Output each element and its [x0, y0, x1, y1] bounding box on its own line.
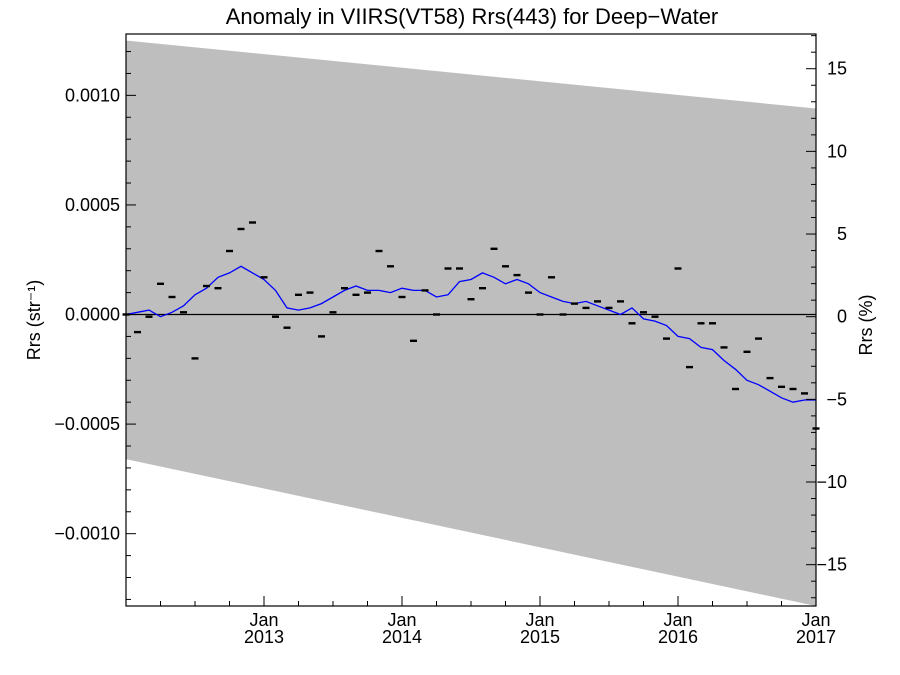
monthly-anomaly-layer	[122, 221, 820, 430]
anomaly-point	[387, 265, 394, 268]
uncertainty-band	[126, 40, 816, 607]
anomaly-point	[801, 392, 808, 395]
anomaly-point	[594, 300, 601, 303]
y-axis-title-right: Rrs (%)	[856, 295, 876, 356]
anomaly-point	[249, 221, 256, 224]
y-tick-label: 0.0000	[65, 305, 120, 325]
y2-tick-label: −15	[816, 555, 847, 575]
anomaly-point	[203, 284, 210, 288]
y-tick-label: −0.0010	[54, 524, 120, 544]
anomaly-point	[421, 289, 429, 292]
anomaly-point	[283, 326, 291, 329]
anomaly-point	[329, 311, 337, 314]
uncertainty-band-layer	[126, 40, 816, 607]
anomaly-point	[720, 346, 728, 349]
x-tick-year: 2013	[244, 627, 284, 647]
anomaly-point	[180, 311, 187, 314]
chart-title: Anomaly in VIIRS(VT58) Rrs(443) for Deep…	[226, 4, 719, 29]
anomaly-point	[628, 322, 636, 325]
anomaly-point	[513, 273, 521, 277]
x-tick-month: Jan	[663, 610, 692, 630]
anomaly-point	[467, 298, 475, 301]
anomaly-point	[732, 387, 739, 391]
anomaly-point	[674, 267, 682, 270]
anomaly-point	[214, 287, 222, 290]
anomaly-point	[456, 267, 463, 270]
axes-layer: 0.0010 0.0005 0.0000 −0.0005 −0.0010 15 10 5 0 −5…	[54, 33, 847, 647]
y2-tick-label: −10	[816, 472, 847, 492]
anomaly-point	[226, 249, 233, 253]
y-axis-title-left: Rrs (str⁻¹)	[24, 280, 44, 360]
anomaly-point	[766, 376, 774, 380]
running-mean-layer	[125, 265, 816, 403]
anomaly-point	[237, 227, 245, 231]
x-tick-month: Jan	[525, 610, 554, 630]
anomaly-point	[444, 267, 452, 270]
anomaly-point	[686, 365, 693, 369]
y-tick-label: 0.0010	[65, 85, 120, 105]
x-tick-year: 2014	[382, 627, 422, 647]
anomaly-point	[709, 322, 716, 325]
anomaly-point	[525, 291, 532, 294]
anomaly-point	[640, 311, 647, 314]
anomaly-point	[571, 302, 578, 305]
x-tick-month: Jan	[801, 610, 830, 630]
anomaly-point	[697, 322, 705, 325]
anomaly-point	[502, 265, 509, 268]
anomaly-point	[272, 315, 279, 318]
anomaly-point	[134, 330, 141, 334]
anomaly-point	[341, 287, 348, 290]
y2-tick-label: 0	[837, 307, 847, 327]
anomaly-point	[479, 287, 486, 290]
anomaly-point	[191, 357, 199, 360]
anomaly-point	[789, 387, 797, 391]
anomaly-point	[260, 276, 268, 279]
anomaly-point	[605, 306, 613, 310]
anomaly-point	[559, 313, 567, 316]
anomaly-point	[352, 293, 360, 296]
x-tick-month: Jan	[387, 610, 416, 630]
anomaly-point	[398, 295, 406, 299]
x-tick-year: 2017	[796, 627, 836, 647]
anomaly-point	[582, 306, 590, 310]
anomaly-point	[145, 315, 153, 318]
anomaly-point	[295, 293, 302, 296]
anomaly-point	[617, 300, 624, 303]
x-tick-month: Jan	[249, 610, 278, 630]
anomaly-point	[778, 385, 785, 388]
anomaly-point	[410, 339, 417, 342]
anomaly-point	[157, 282, 164, 285]
anomaly-point	[755, 337, 762, 340]
anomaly-point	[318, 335, 325, 338]
anomaly-point	[490, 247, 498, 250]
anomaly-point	[743, 350, 751, 353]
running-mean-line	[125, 265, 816, 403]
anomaly-point	[433, 313, 440, 316]
y-tick-label: −0.0005	[54, 414, 120, 434]
anomaly-point	[548, 276, 555, 279]
anomaly-point	[168, 295, 176, 299]
y2-tick-label: 5	[837, 224, 847, 244]
y-tick-label: 0.0005	[65, 195, 120, 215]
anomaly-point	[651, 315, 659, 318]
anomaly-point	[663, 337, 670, 340]
y2-tick-label: 15	[827, 59, 847, 79]
anomaly-point	[375, 249, 383, 253]
x-tick-year: 2015	[520, 627, 560, 647]
anomaly-point	[306, 291, 314, 294]
y2-tick-label: −5	[826, 389, 847, 409]
x-tick-year: 2016	[658, 627, 698, 647]
anomaly-point	[364, 291, 371, 294]
anomaly-point	[536, 313, 544, 316]
y2-tick-label: 10	[827, 141, 847, 161]
